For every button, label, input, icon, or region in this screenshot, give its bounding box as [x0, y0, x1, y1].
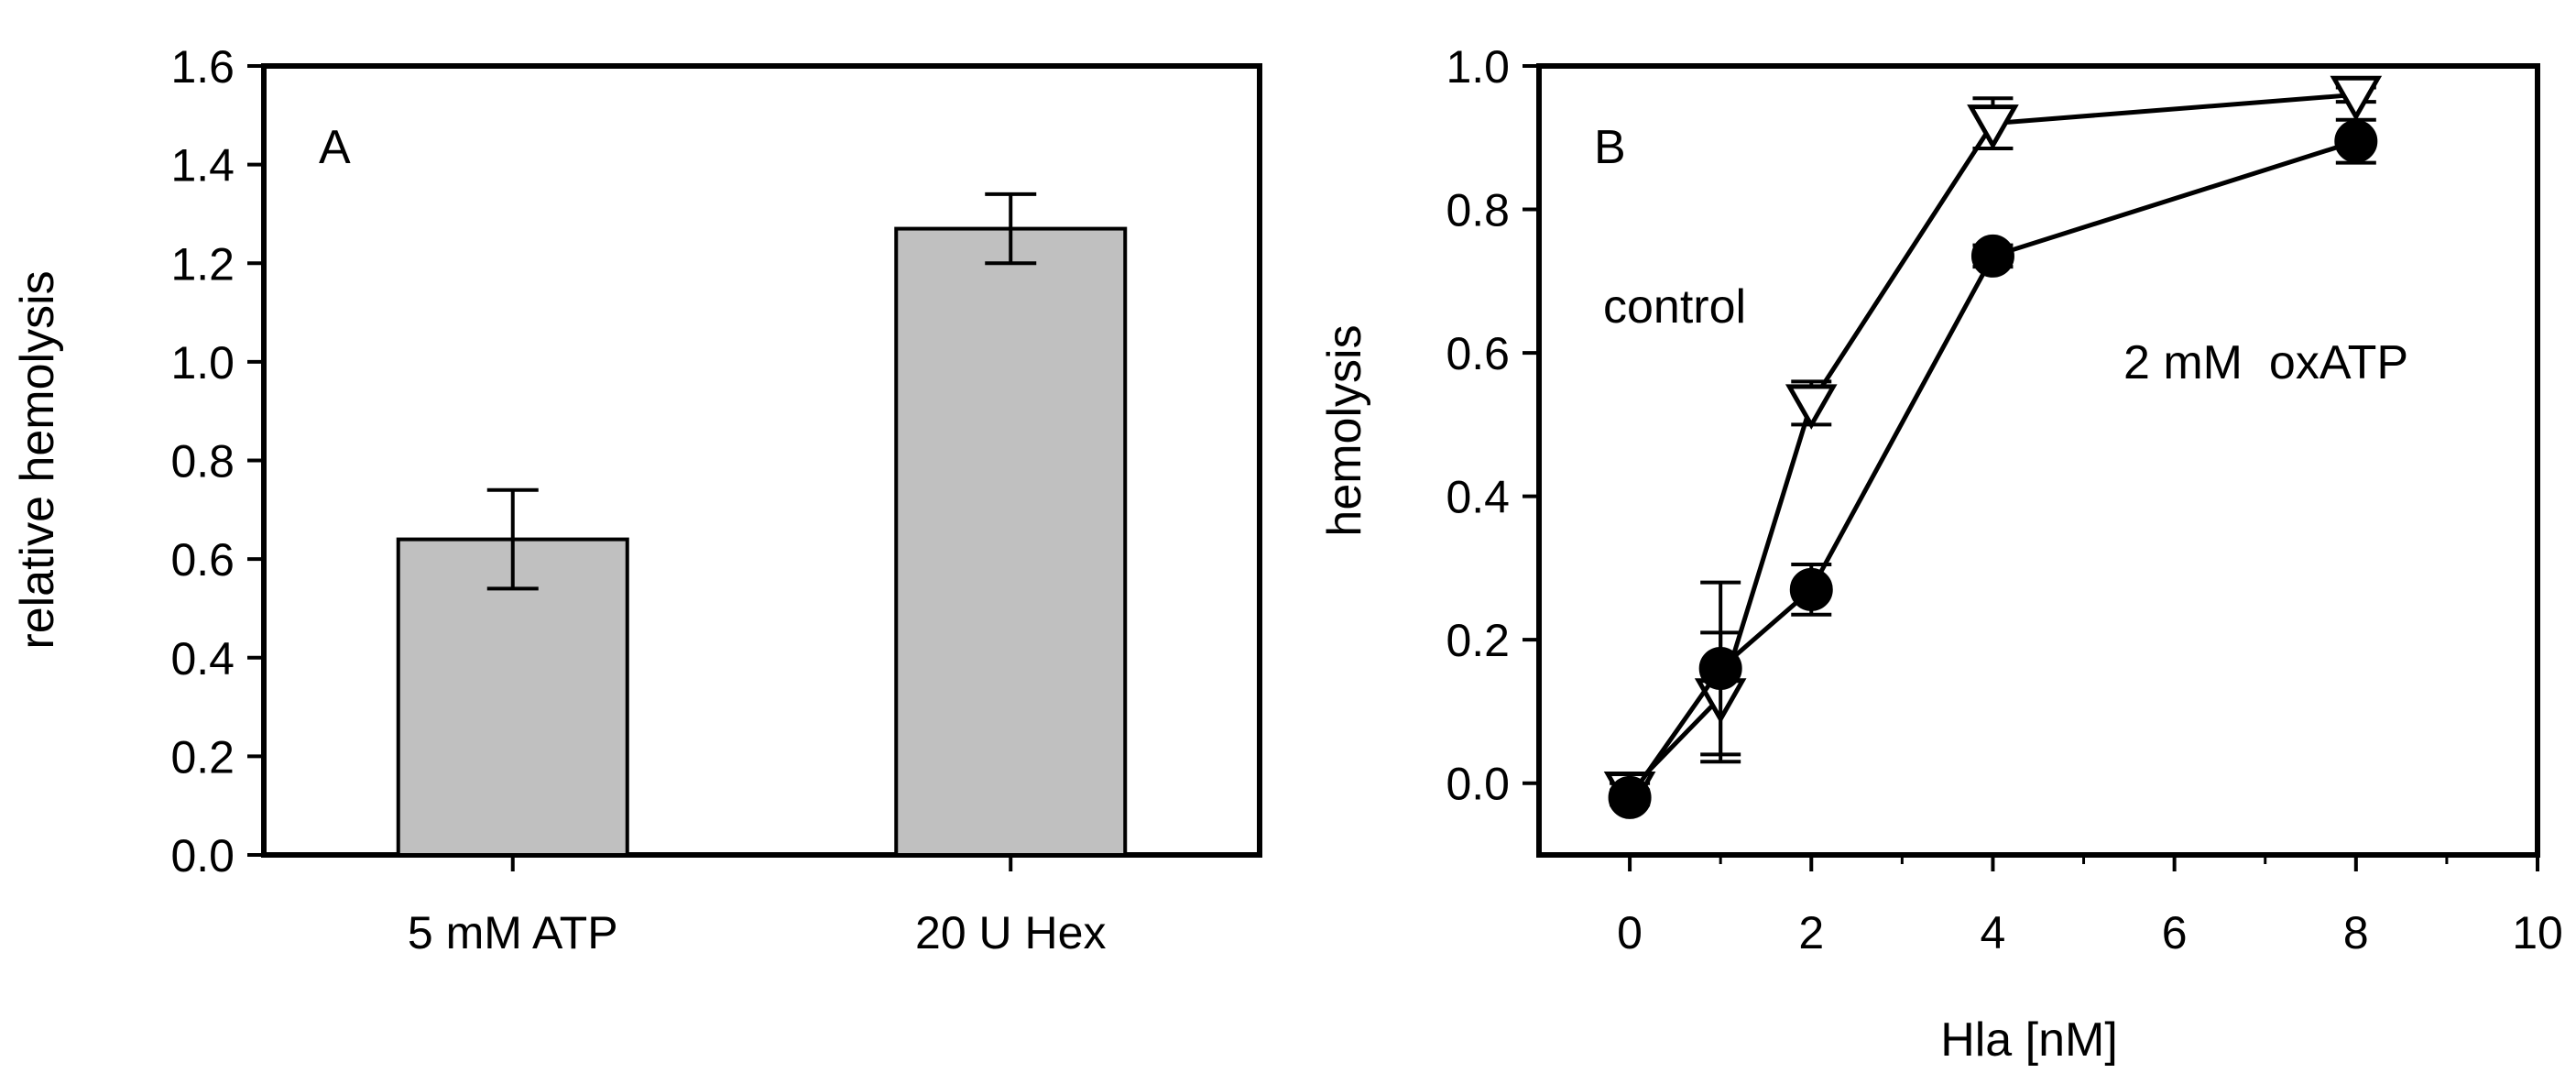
panel-a-error-bars: [486, 192, 1037, 591]
x-tick-label: 0: [1617, 907, 1643, 958]
y-tick-label: 0.4: [170, 633, 235, 684]
panel-b-chart: 0.0 0.2 0.4 0.6 0.8 1.0 0 2 4 6 8 10 B control 2 m…: [1318, 41, 2563, 1067]
data-point: [1608, 775, 1652, 819]
y-tick-label: 0.4: [1446, 472, 1510, 523]
category-label: 5 mM ATP: [408, 907, 618, 958]
data-point: [1789, 567, 1833, 611]
x-tick-label: 4: [1981, 907, 2006, 958]
y-tick-label: 0.2: [170, 731, 235, 783]
panel-b-control-annotation: control: [1603, 280, 1746, 334]
y-tick-label: 0.2: [1446, 615, 1510, 666]
panel-a-x-ticks: [510, 855, 1013, 871]
series-control: [1603, 75, 2383, 817]
panel-b-plot-frame: [1536, 63, 2540, 858]
panel-b-x-axis-label: Hla [nM]: [1940, 1013, 2118, 1067]
panel-a-chart: 0.0 0.2 0.4 0.6 0.8 1.0 1.2 1.4 1.6 5 mM ATP 20 U…: [11, 41, 1262, 958]
series-oxatp: [1608, 117, 2378, 819]
x-tick-label: 2: [1798, 907, 1824, 958]
bar: [396, 537, 629, 857]
panel-a-y-axis-label: relative hemolysis: [11, 270, 64, 649]
category-label: 20 U Hex: [915, 907, 1106, 958]
panel-a-y-ticks: 0.0 0.2 0.4 0.6 0.8 1.0 1.2 1.4 1.6: [170, 41, 264, 881]
y-tick-label: 0.6: [1446, 328, 1510, 379]
y-tick-label: 1.0: [1446, 41, 1510, 93]
y-tick-label: 1.0: [170, 337, 235, 389]
y-tick-label: 0.8: [1446, 185, 1510, 236]
data-point: [1967, 104, 2019, 150]
data-point: [2330, 75, 2383, 122]
data-point: [1970, 234, 2014, 278]
y-tick-label: 1.2: [170, 238, 235, 290]
panel-b-y-ticks: 0.0 0.2 0.4 0.6 0.8 1.0: [1446, 41, 1539, 810]
panel-a-category-labels: 5 mM ATP 20 U Hex: [408, 907, 1107, 958]
x-tick-label: 8: [2343, 907, 2369, 958]
y-tick-label: 1.4: [170, 140, 235, 192]
y-tick-label: 0.8: [170, 436, 235, 487]
y-tick-label: 0.0: [170, 830, 235, 881]
panel-b-series: [1603, 75, 2383, 819]
data-point: [1785, 384, 1838, 430]
panel-b-oxatp-annotation: 2 mM oxATP: [2123, 336, 2408, 389]
y-tick-label: 0.6: [170, 534, 235, 586]
x-tick-label: 10: [2512, 907, 2563, 958]
panel-b-y-axis-label: hemolysis: [1318, 324, 1371, 536]
y-tick-label: 0.0: [1446, 759, 1510, 810]
y-tick-label: 1.6: [170, 41, 235, 93]
x-tick-label: 6: [2162, 907, 2188, 958]
panel-a-bars: [396, 226, 1128, 858]
data-point: [1698, 646, 1742, 690]
data-point: [2334, 119, 2378, 163]
panel-a-letter: A: [319, 121, 351, 174]
panel-b-letter: B: [1594, 121, 1626, 174]
panel-b-x-ticks: 0 2 4 6 8 10: [1617, 855, 2563, 958]
bar: [894, 226, 1128, 858]
